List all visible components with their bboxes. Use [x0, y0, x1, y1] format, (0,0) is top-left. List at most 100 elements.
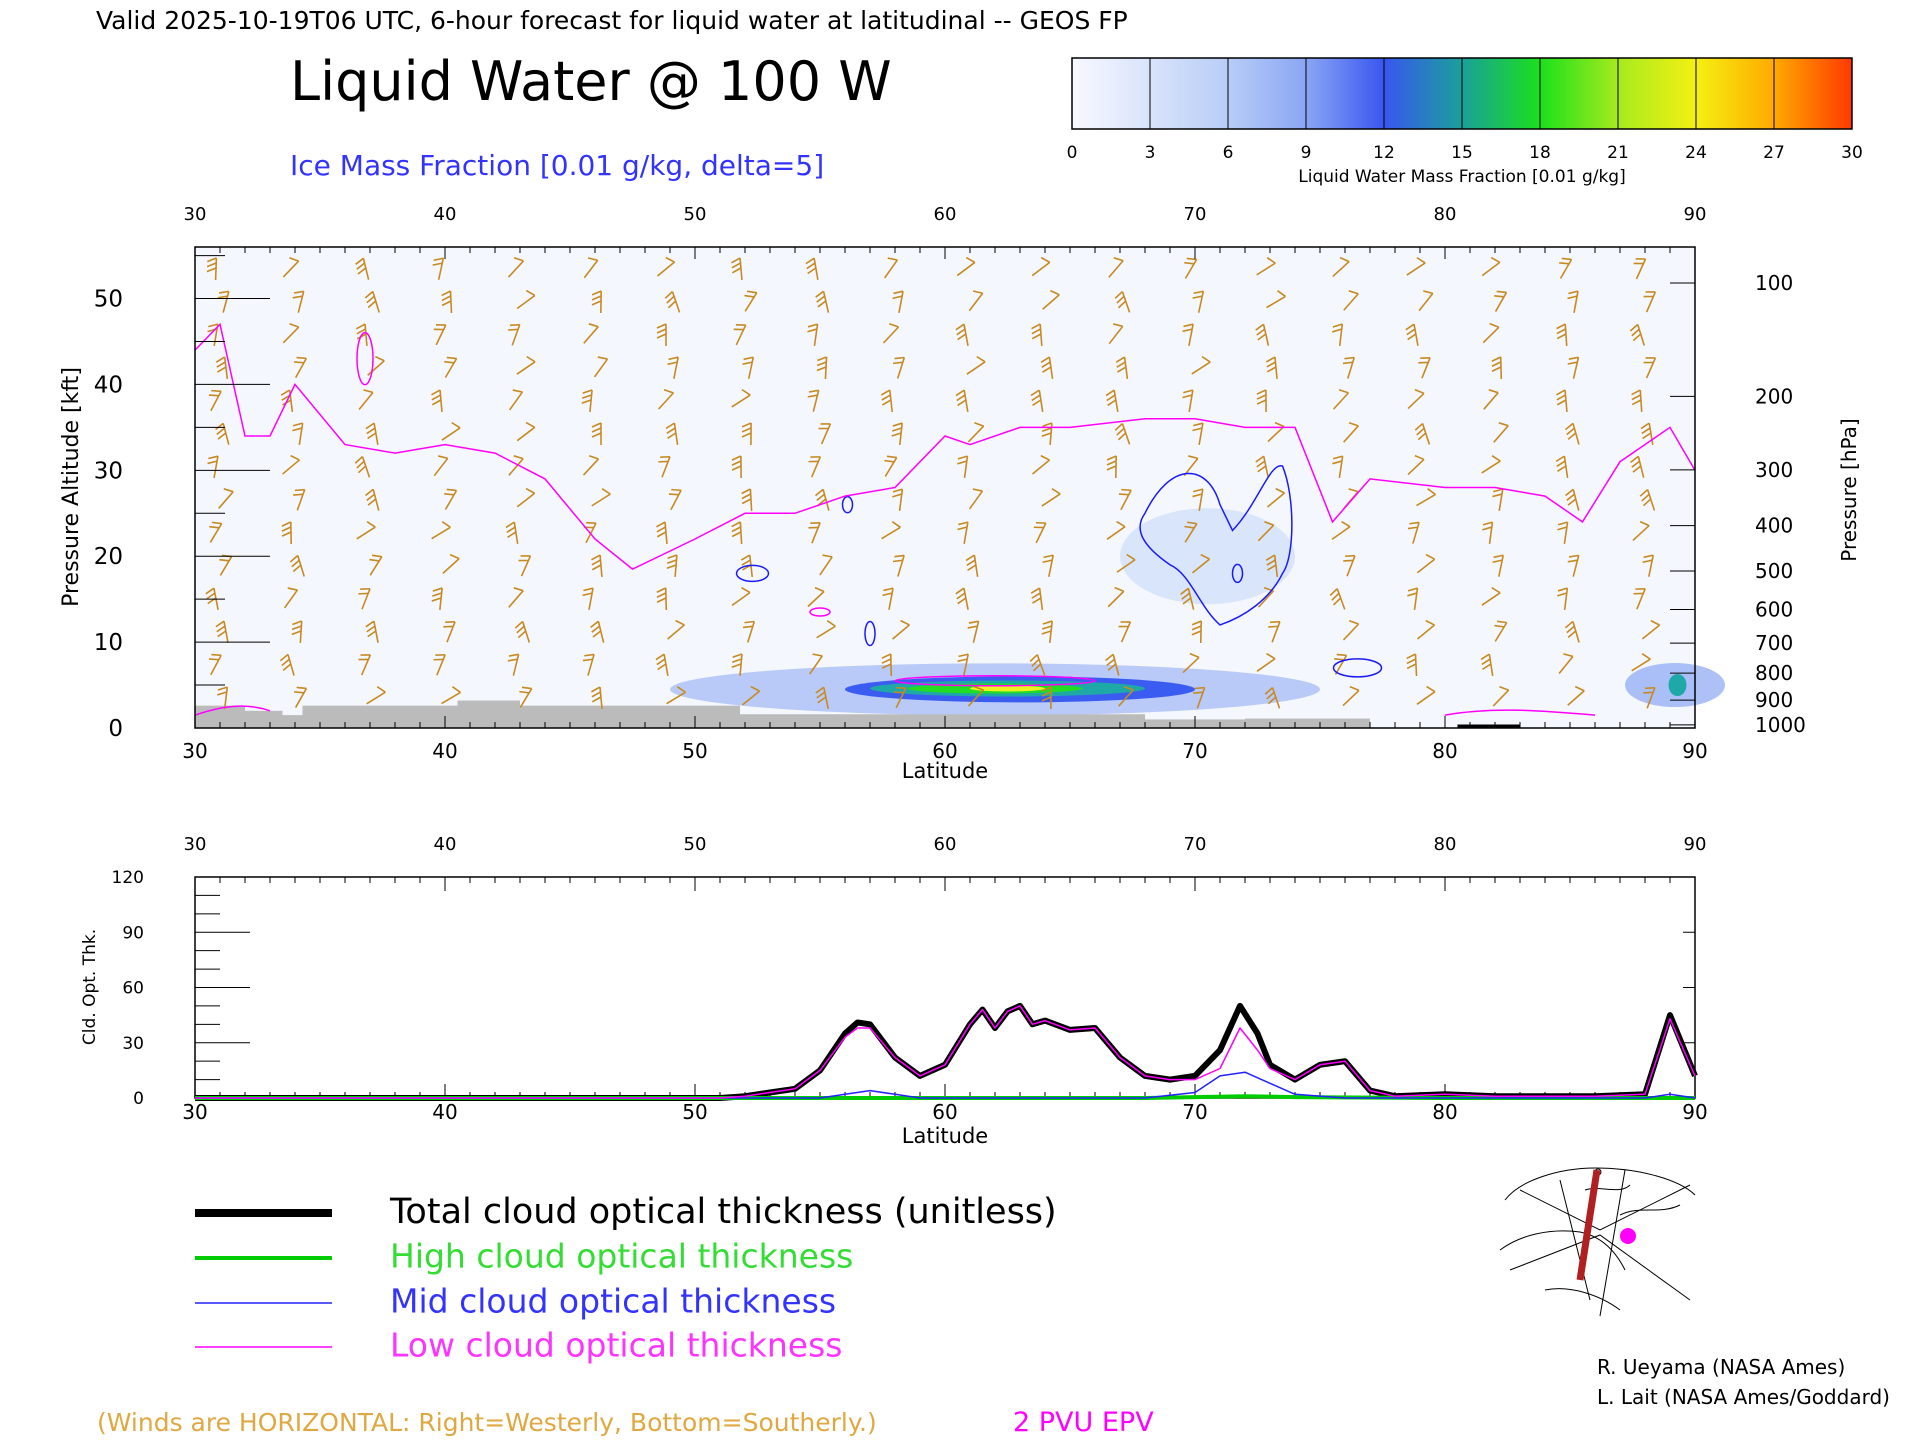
wind-barb [358, 654, 372, 676]
bottom-y-tick-label: 90 [122, 923, 144, 943]
wind-barb [206, 257, 218, 281]
wind-barb [1041, 686, 1052, 710]
wind-barb [807, 586, 825, 608]
wind-barb [1640, 422, 1654, 445]
wind-barb [1256, 256, 1276, 276]
wind-barb [516, 289, 536, 310]
wind-barb [1416, 553, 1436, 574]
wind-barb [1106, 520, 1126, 540]
wind-barb [1118, 686, 1134, 707]
wind-barb [656, 256, 676, 277]
wind-barb [742, 620, 756, 643]
wind-barb [1407, 587, 1419, 611]
wind-barb [1342, 685, 1360, 707]
wind-barb [1567, 554, 1580, 577]
wind-barb [742, 356, 755, 379]
wind-barb [809, 653, 823, 675]
bottom-y-tick-label: 120 [112, 868, 144, 888]
wind-barb [431, 587, 443, 611]
top-y-tick-label: 10 [94, 630, 123, 656]
top-xlabel: Latitude [902, 759, 988, 783]
bottom-y-tick-label: 0 [133, 1089, 144, 1109]
wind-barb [808, 521, 821, 544]
wind-barb [656, 587, 668, 611]
top-y-tick-label: 40 [94, 372, 123, 398]
colorbar-tick-label: 15 [1451, 143, 1473, 163]
top-x-tick-label: 60 [932, 739, 957, 763]
bottom-x-tick-label: 40 [432, 1100, 457, 1124]
wind-barb [1191, 553, 1211, 574]
wind-barb [816, 356, 828, 380]
ice-contour [735, 564, 770, 583]
wind-barb [1418, 356, 1431, 379]
colorbar-tick-label: 6 [1223, 143, 1234, 163]
wind-barb [292, 422, 304, 445]
colorbar-tick-label: 24 [1685, 143, 1707, 163]
wind-barb [1041, 487, 1061, 507]
wind-barb [1107, 586, 1125, 608]
wind-barb [1406, 256, 1426, 276]
wind-barb [283, 587, 299, 609]
wind-barb [1567, 356, 1580, 379]
wind-barb [1031, 256, 1051, 277]
cross-section-panel: 3030404050506060707080809090010203040501… [59, 204, 1861, 783]
wind-barb [807, 323, 819, 347]
wind-barb [1114, 291, 1131, 313]
wind-barb [1481, 256, 1501, 277]
wind-barb [968, 488, 984, 510]
wind-barb [1494, 290, 1508, 312]
top-pressure-tick-label: 900 [1755, 688, 1793, 712]
wind-barb [656, 521, 668, 545]
wind-barb [431, 389, 443, 413]
terrain [282, 715, 303, 728]
wind-barb [282, 454, 300, 475]
wind-barb [892, 554, 905, 577]
wind-barb [655, 653, 669, 676]
wind-barb [819, 554, 833, 576]
wind-barb [1405, 323, 1419, 346]
colorbar-tick-label: 12 [1373, 143, 1395, 163]
wind-barb [1643, 686, 1656, 709]
wind-barb [880, 389, 893, 413]
wind-barb [1555, 455, 1569, 479]
wind-barb [741, 685, 761, 706]
credit-2: L. Lait (NASA Ames/Goddard) [1597, 1385, 1890, 1409]
top-ylabel-right: Pressure [hPa] [1837, 418, 1861, 561]
wind-barb [744, 290, 758, 312]
wind-barb [658, 455, 671, 478]
bottom-x-tick-label: 60 [934, 834, 957, 855]
series-low-line [195, 1005, 1696, 1099]
wind-barb [215, 356, 229, 380]
wind-barb [1106, 455, 1117, 479]
wind-barb [369, 554, 383, 576]
wind-barb [1192, 488, 1204, 511]
wind-barb [444, 356, 458, 378]
wind-barb [731, 521, 743, 545]
bottom-x-tick-label: 80 [1434, 834, 1457, 855]
wind-barb [1118, 621, 1132, 643]
wind-barb [441, 290, 453, 314]
wind-barb [1407, 454, 1425, 476]
wind-barb [582, 587, 594, 610]
wind-barb [505, 521, 519, 544]
wind-barb [1256, 652, 1276, 672]
wind-barb [892, 290, 904, 313]
top-x-tick-label: 50 [684, 204, 707, 225]
wind-barb [967, 421, 985, 443]
wind-barb [881, 653, 893, 677]
wind-barb [1332, 323, 1344, 347]
wind-barb [1182, 323, 1194, 346]
wind-barb [808, 456, 822, 478]
bottom-x-tick-label: 30 [182, 1100, 207, 1124]
epv-contour [194, 705, 271, 716]
wind-barb [1267, 421, 1285, 443]
top-pressure-tick-label: 800 [1755, 661, 1793, 685]
wind-barb [1643, 291, 1657, 313]
wind-barb [1414, 422, 1431, 445]
wind-barb [1557, 587, 1569, 611]
wind-barb [1564, 422, 1580, 445]
wind-barb [1192, 422, 1204, 445]
wind-barb [208, 389, 222, 412]
wind-barb [294, 356, 308, 379]
